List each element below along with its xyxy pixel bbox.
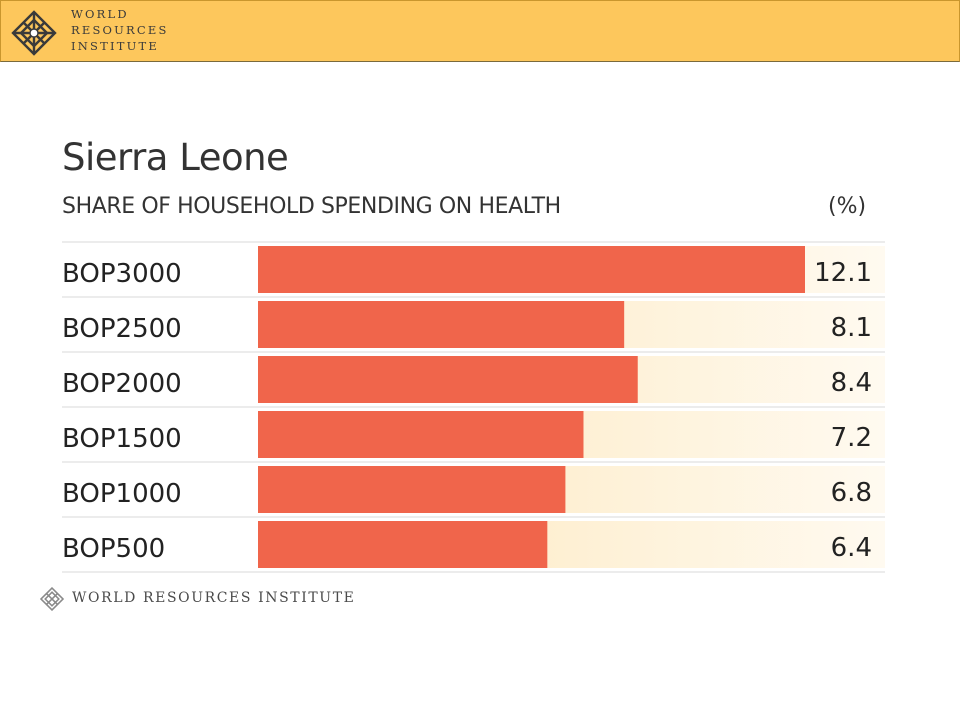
chart-title: Sierra Leone [62, 136, 289, 179]
bar [258, 356, 638, 403]
footer-org-name: WORLD RESOURCES INSTITUTE [72, 590, 356, 606]
org-wordmark: WORLD RESOURCES INSTITUTE [71, 6, 169, 54]
bar [258, 521, 548, 568]
value-label: 6.8 [831, 478, 872, 508]
category-label: BOP3000 [62, 259, 182, 289]
header-banner: WORLD RESOURCES INSTITUTE [0, 0, 960, 62]
bar [258, 301, 625, 348]
chart-subtitle: SHARE OF HOUSEHOLD SPENDING ON HEALTH [62, 194, 561, 219]
category-label: BOP1000 [62, 479, 182, 509]
category-label: BOP1500 [62, 424, 182, 454]
bar [258, 466, 566, 513]
category-label: BOP500 [62, 534, 165, 564]
category-label: BOP2000 [62, 369, 182, 399]
wri-knot-icon [11, 10, 57, 56]
org-line-3: INSTITUTE [71, 39, 159, 53]
value-label: 12.1 [814, 258, 872, 288]
org-line-2: RESOURCES [71, 23, 169, 37]
org-line-1: WORLD [71, 7, 129, 21]
chart-unit-label: (%) [828, 194, 867, 219]
category-label: BOP2500 [62, 314, 182, 344]
bar [258, 246, 805, 293]
value-label: 6.4 [831, 533, 872, 563]
value-label: 8.4 [831, 368, 872, 398]
value-label: 8.1 [831, 313, 872, 343]
bar [258, 411, 584, 458]
value-label: 7.2 [831, 423, 872, 453]
wri-knot-icon [40, 587, 64, 611]
